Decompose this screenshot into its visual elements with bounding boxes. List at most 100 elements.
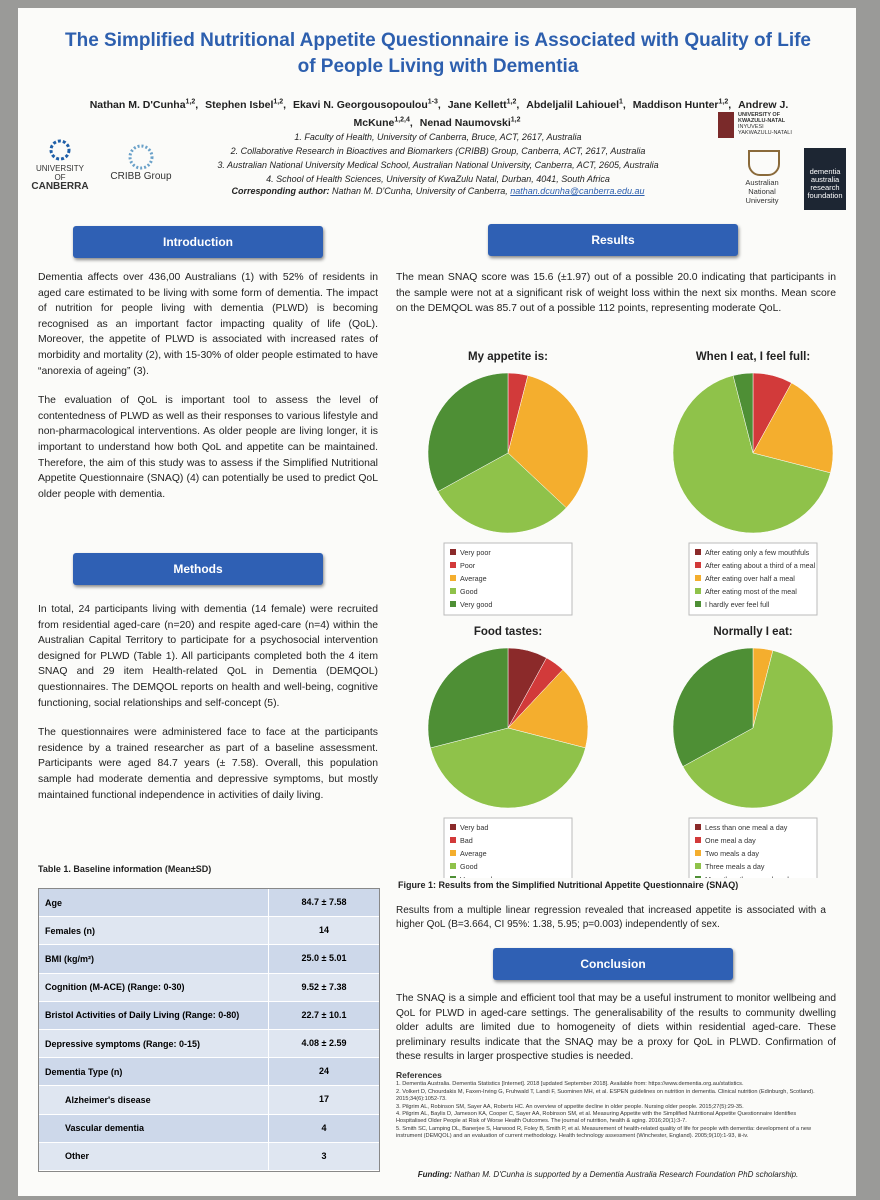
pie-slice bbox=[427, 647, 509, 749]
pie-slice bbox=[430, 727, 586, 809]
conclusion-text: The SNAQ is a simple and efficient tool … bbox=[396, 993, 836, 1063]
references-heading: References bbox=[396, 1070, 442, 1080]
legend-label: After eating most of the meal bbox=[705, 587, 797, 596]
author-name: Abdeljalil Lahiouel bbox=[526, 98, 619, 111]
references: References 1. Dementia Australia. Dementi… bbox=[396, 1070, 816, 1141]
logo-cribb: CRIBB Group bbox=[106, 144, 176, 182]
table-cell: Cognition (M-ACE) (Range: 0-30) bbox=[45, 982, 185, 993]
author-name: Jane Kellett bbox=[447, 98, 507, 111]
table-cell: 22.7 ± 10.1 bbox=[268, 1001, 379, 1029]
logo-text: YAKWAZULU-NATALI bbox=[738, 130, 792, 136]
legend-label: Good bbox=[460, 862, 478, 871]
paragraph: In total, 24 participants living with de… bbox=[38, 604, 378, 709]
table-row: Vascular dementia 4 bbox=[39, 1114, 379, 1143]
author-name: Maddison Hunter bbox=[632, 98, 719, 111]
table-row: Cognition (M-ACE) (Range: 0-30) 9.52 ± 7.… bbox=[39, 973, 379, 1002]
logo-text: research bbox=[810, 183, 840, 192]
legend-swatch bbox=[450, 562, 456, 568]
paragraph: Dementia affects over 436,00 Australians… bbox=[38, 272, 378, 377]
logo-text: CRIBB Group bbox=[110, 171, 172, 182]
legend-label: I hardly ever feel full bbox=[705, 600, 770, 609]
affiliation: 3. Australian National University Medica… bbox=[217, 160, 659, 170]
chart-title: Normally I eat: bbox=[713, 626, 792, 638]
author-affiliation: 1 bbox=[619, 98, 623, 105]
author-name: Stephen Isbel bbox=[205, 98, 274, 111]
legend-label: Very good bbox=[460, 600, 492, 609]
table-cell: 4.08 ± 2.59 bbox=[268, 1029, 379, 1058]
author-name: Ekavi N. Georgousopoulou bbox=[292, 98, 428, 111]
author-name: Andrew J. McKune bbox=[353, 98, 789, 130]
legend-swatch bbox=[450, 863, 456, 869]
pie-slice bbox=[427, 372, 509, 492]
table-row: Other 3 bbox=[39, 1142, 379, 1171]
affiliation: 2. Collaborative Research in Bioactives … bbox=[230, 146, 646, 156]
affiliation: 1. Faculty of Health, University of Canb… bbox=[294, 132, 582, 142]
author: Abdeljalil Lahiouel1 bbox=[526, 98, 626, 111]
author-name: Nenad Naumovski bbox=[419, 117, 511, 129]
legend-swatch bbox=[695, 562, 701, 568]
logo-text: KWAZULU-NATAL bbox=[738, 118, 786, 124]
logo-text: australia bbox=[810, 175, 840, 184]
table-row: Alzheimer's disease 17 bbox=[39, 1086, 379, 1115]
legend-swatch bbox=[695, 876, 701, 878]
legend-label: Very bad bbox=[460, 823, 488, 832]
table-row: Depressive symptoms (Range: 0-15) 4.08 ± … bbox=[39, 1029, 379, 1059]
logo-text: Australian bbox=[745, 178, 779, 187]
legend-swatch bbox=[450, 850, 456, 856]
legend-label: Bad bbox=[460, 836, 473, 845]
chart-title: Food tastes: bbox=[474, 626, 542, 638]
section-heading: Results bbox=[488, 224, 738, 256]
table-row: Females (n) 14 bbox=[39, 917, 379, 946]
affiliations: 1. Faculty of Health, University of Canb… bbox=[178, 130, 698, 186]
reference: 3. Pilgrim AL, Robinson SM, Sayer AA, Ro… bbox=[396, 1103, 744, 1110]
legend-label: After eating over half a meal bbox=[705, 574, 795, 583]
pie-charts: My appetite is: Very poor Poor Average Good V… bbox=[427, 351, 834, 878]
pie-slice bbox=[732, 372, 754, 454]
logo-text: foundation bbox=[807, 191, 843, 200]
paragraph: The questionnaires were administered fac… bbox=[38, 727, 378, 801]
regression-text: Results from a multiple linear regressio… bbox=[396, 905, 826, 930]
logo-anu: Australian National University bbox=[736, 178, 788, 205]
reference: 4. Pilgrim AL, Baylis D, Jameson KA, Coo… bbox=[396, 1111, 797, 1125]
legend-box bbox=[443, 817, 573, 878]
legend-swatch bbox=[695, 837, 701, 843]
legend-label: After eating about a third of a meal bbox=[705, 561, 816, 570]
legend-swatch bbox=[450, 588, 456, 594]
table-cell: 25.0 ± 5.01 bbox=[268, 945, 379, 973]
legend-label: Average bbox=[460, 849, 487, 858]
methods-text: In total, 24 participants living with de… bbox=[38, 602, 378, 817]
author: Ekavi N. Georgousopoulou1-3 bbox=[292, 98, 441, 111]
funding-label: Funding: bbox=[417, 1170, 452, 1179]
table-cell: Age bbox=[45, 897, 63, 908]
legend-swatch bbox=[450, 824, 456, 830]
table-cell: 17 bbox=[268, 1086, 379, 1114]
legend-label: Three meals a day bbox=[705, 862, 765, 871]
table-cell: Depressive symptoms (Range: 0-15) bbox=[45, 1038, 201, 1049]
table-cell: 9.52 ± 7.38 bbox=[268, 973, 379, 1001]
logo-text: INYUVESI bbox=[738, 124, 764, 130]
legend-label: More than three meals a day bbox=[705, 875, 797, 878]
legend-swatch bbox=[450, 837, 456, 843]
logo-canberra: UNIVERSITY OF CANBERRA bbox=[30, 138, 90, 192]
logo-dementia: dementia australia research foundation bbox=[804, 148, 846, 210]
legend-label: After eating only a few mouthfuls bbox=[705, 548, 810, 557]
author: Stephen Isbel1,2 bbox=[205, 98, 286, 111]
legend-swatch bbox=[695, 863, 701, 869]
table-cell: Vascular dementia bbox=[65, 1123, 145, 1134]
anu-crest bbox=[748, 150, 780, 176]
logo-text: University bbox=[745, 196, 779, 205]
table-cell: Females (n) bbox=[45, 925, 96, 936]
legend-swatch bbox=[695, 549, 701, 555]
legend-label: Less than one meal a day bbox=[705, 823, 788, 832]
figure-caption: Figure 1: Results from the Simplified Nu… bbox=[398, 880, 739, 890]
legend-swatch bbox=[450, 549, 456, 555]
author: Nathan M. D'Cunha1,2 bbox=[90, 98, 198, 111]
legend-swatch bbox=[695, 850, 701, 856]
funding: Funding: Nathan M. D'Cunha is supported … bbox=[398, 1170, 818, 1179]
pie-slice bbox=[672, 375, 831, 534]
logo-text: National bbox=[748, 187, 776, 196]
legend-label: Two meals a day bbox=[705, 849, 759, 858]
legend-label: Good bbox=[460, 587, 478, 596]
section-heading: Methods bbox=[73, 553, 323, 585]
author-affiliation: 1,2 bbox=[718, 98, 729, 105]
